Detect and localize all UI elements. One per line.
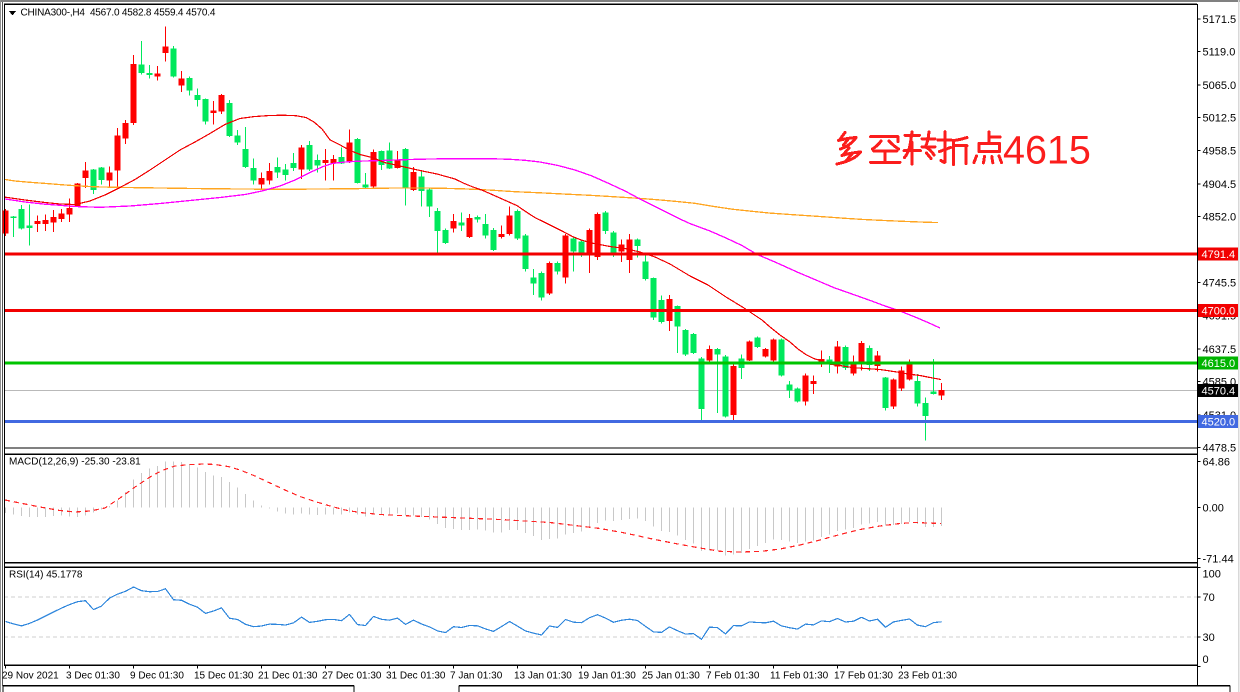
- svg-text:4615.0: 4615.0: [1202, 358, 1236, 370]
- svg-text:4745.5: 4745.5: [1203, 277, 1237, 289]
- svg-text:11 Feb 01:30: 11 Feb 01:30: [770, 671, 829, 682]
- svg-text:CHINA300-,H4 4567.0 4582.8 45: CHINA300-,H4 4567.0 4582.8 4559.4 4570.4: [21, 8, 216, 19]
- svg-text:4700.0: 4700.0: [1202, 305, 1236, 317]
- svg-text:-71.44: -71.44: [1203, 553, 1234, 565]
- svg-text:100: 100: [1203, 568, 1221, 580]
- svg-text:4570.4: 4570.4: [1202, 386, 1236, 398]
- svg-text:17 Feb 01:30: 17 Feb 01:30: [834, 671, 893, 682]
- svg-text:RSI(14) 45.1778: RSI(14) 45.1778: [9, 570, 83, 581]
- svg-text:64.86: 64.86: [1203, 456, 1231, 468]
- svg-text:4904.5: 4904.5: [1203, 179, 1237, 191]
- svg-text:9 Dec 01:30: 9 Dec 01:30: [130, 671, 184, 682]
- svg-text:19 Jan 01:30: 19 Jan 01:30: [578, 671, 636, 682]
- svg-text:7 Feb 01:30: 7 Feb 01:30: [706, 671, 760, 682]
- svg-text:5119.0: 5119.0: [1203, 46, 1236, 58]
- svg-text:5171.5: 5171.5: [1203, 14, 1237, 26]
- svg-text:13 Jan 01:30: 13 Jan 01:30: [514, 671, 572, 682]
- svg-text:4615: 4615: [1003, 128, 1091, 172]
- svg-text:27 Dec 01:30: 27 Dec 01:30: [322, 671, 382, 682]
- svg-text:29 Nov 2021: 29 Nov 2021: [2, 671, 59, 682]
- svg-text:0.00: 0.00: [1203, 503, 1224, 515]
- svg-text:0: 0: [1203, 654, 1209, 666]
- svg-text:3 Dec 01:30: 3 Dec 01:30: [66, 671, 120, 682]
- svg-text:4791.4: 4791.4: [1202, 249, 1236, 261]
- svg-text:5012.5: 5012.5: [1203, 112, 1237, 124]
- svg-text:23 Feb 01:30: 23 Feb 01:30: [898, 671, 957, 682]
- svg-text:4520.0: 4520.0: [1202, 417, 1236, 429]
- svg-text:30: 30: [1203, 632, 1215, 644]
- svg-text:25 Jan 01:30: 25 Jan 01:30: [642, 671, 700, 682]
- svg-text:31 Dec 01:30: 31 Dec 01:30: [386, 671, 446, 682]
- svg-text:MACD(12,26,9) -25.30 -23.81: MACD(12,26,9) -25.30 -23.81: [9, 457, 141, 468]
- svg-text:4852.0: 4852.0: [1203, 212, 1237, 224]
- svg-text:15 Dec 01:30: 15 Dec 01:30: [194, 671, 254, 682]
- svg-text:70: 70: [1203, 592, 1215, 604]
- svg-text:7 Jan 01:30: 7 Jan 01:30: [450, 671, 503, 682]
- svg-text:4958.5: 4958.5: [1203, 146, 1237, 158]
- svg-text:4637.5: 4637.5: [1203, 344, 1237, 356]
- svg-text:21 Dec 01:30: 21 Dec 01:30: [258, 671, 318, 682]
- svg-text:4478.5: 4478.5: [1203, 442, 1237, 454]
- svg-text:5065.0: 5065.0: [1203, 80, 1237, 92]
